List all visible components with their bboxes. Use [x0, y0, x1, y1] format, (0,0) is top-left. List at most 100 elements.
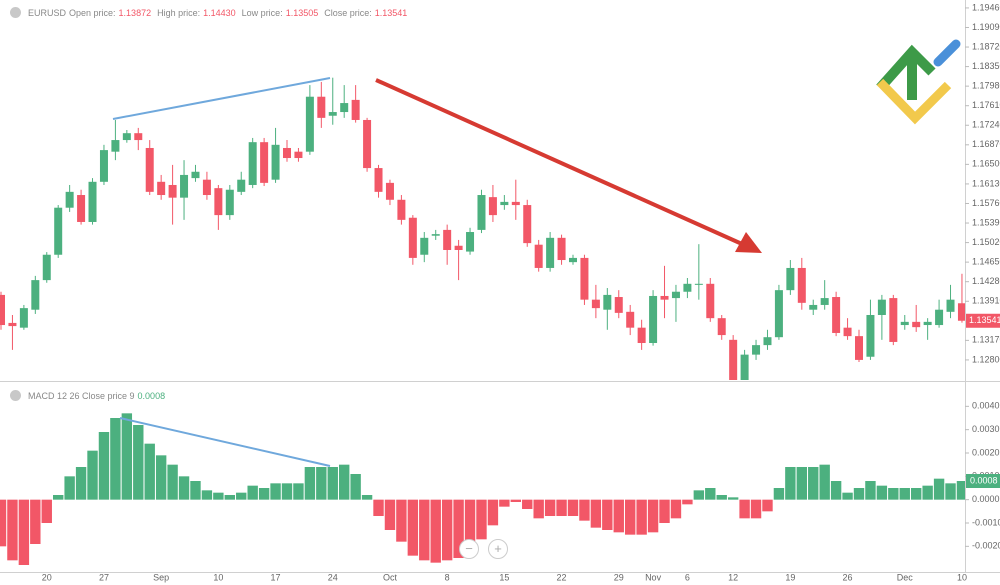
candle-body — [923, 321, 932, 326]
histogram-bar — [922, 485, 933, 500]
histogram-bar — [510, 499, 521, 502]
y-tick-label: 1.17240 — [972, 120, 1000, 130]
histogram-bar — [396, 499, 407, 542]
y-tick-label: 0.0000 — [972, 494, 1000, 504]
trend-line — [112, 77, 331, 120]
x-tick-label: 24 — [328, 572, 338, 582]
candle-body — [202, 179, 211, 196]
histogram-bar — [945, 483, 956, 500]
histogram-bar — [201, 490, 213, 500]
candle-body — [305, 96, 314, 152]
y-tick-label: 1.16500 — [972, 159, 1000, 169]
candle-body — [431, 234, 440, 236]
candle-body — [317, 96, 326, 118]
candle-body — [363, 119, 372, 169]
histogram-bar — [773, 488, 785, 500]
y-tick-label: 1.19090 — [972, 22, 1000, 32]
candle-body — [340, 103, 349, 113]
candle-body — [523, 205, 532, 244]
legend-value: 1.13872 — [118, 7, 152, 18]
close-icon[interactable] — [10, 390, 21, 401]
x-tick-label: Dec — [897, 572, 914, 582]
histogram-bar — [933, 478, 945, 500]
histogram-bar — [373, 499, 384, 516]
candle-body — [351, 99, 360, 120]
histogram-bar — [716, 495, 727, 500]
last-value-label: 0.0008 — [970, 475, 998, 485]
histogram-bar — [762, 499, 773, 512]
histogram-bar — [888, 488, 899, 500]
candle-body — [889, 298, 898, 342]
histogram-bar — [750, 499, 762, 519]
macd-pane — [0, 413, 965, 565]
candle-body — [191, 171, 200, 179]
price-legend: EURUSD Open price: 1.13872 High price: 1.1… — [4, 4, 419, 21]
last-price-label: 1.13541 — [969, 315, 1000, 325]
candle-body — [0, 294, 5, 326]
y-tick-label: 0.0040 — [972, 401, 1000, 411]
candle-body — [580, 257, 589, 300]
candle-body — [88, 181, 97, 222]
logo — [876, 39, 961, 125]
candle-body — [877, 299, 886, 315]
histogram-bar — [602, 499, 613, 530]
x-tick-label: 22 — [557, 572, 567, 582]
histogram-bar — [350, 474, 361, 500]
histogram-bar — [213, 492, 224, 500]
candle-body — [855, 336, 863, 360]
x-tick-label: 8 — [445, 572, 450, 582]
candle-body — [809, 304, 818, 310]
histogram-bar — [384, 499, 396, 530]
histogram-bar — [7, 499, 18, 561]
candle-body — [180, 174, 189, 198]
zoom-in-button[interactable]: + — [488, 539, 508, 559]
candle-body — [271, 144, 280, 180]
histogram-bar — [670, 499, 682, 519]
candle-body — [122, 133, 131, 141]
y-tick-label: 1.12800 — [972, 354, 1000, 364]
candle-body — [843, 327, 852, 337]
histogram-bar — [533, 499, 544, 519]
candle-body — [511, 201, 520, 206]
candle-body — [694, 283, 703, 285]
trend-line — [119, 417, 331, 467]
histogram-bar — [693, 490, 705, 500]
histogram-bar — [613, 499, 624, 533]
histogram-bar — [659, 499, 670, 523]
histogram-bar — [41, 499, 52, 523]
candle-body — [603, 294, 612, 310]
histogram-bar — [899, 488, 910, 500]
y-tick-label: 1.15020 — [972, 237, 1000, 247]
legend-value: 1.14430 — [203, 7, 236, 18]
candle-body — [683, 283, 692, 292]
histogram-bar — [842, 492, 853, 500]
candle-body — [534, 244, 543, 268]
histogram-bar — [419, 499, 430, 561]
candle-body — [134, 133, 143, 141]
histogram-bar — [281, 483, 293, 500]
candle-body — [752, 345, 761, 355]
candle-body — [54, 207, 63, 255]
y-tick-label: 1.14280 — [972, 276, 1000, 286]
zoom-out-button[interactable]: − — [459, 539, 479, 559]
histogram-bar — [487, 499, 499, 526]
candle-body — [488, 197, 497, 216]
histogram-bar — [110, 418, 121, 500]
histogram-bar — [144, 443, 155, 500]
macd-legend: MACD 12 26 Close price 9 0.0008 — [4, 387, 174, 404]
x-tick-label: 10 — [213, 572, 223, 582]
settings-icon[interactable] — [10, 7, 21, 18]
histogram-bar — [647, 499, 659, 533]
candle-body — [866, 314, 875, 357]
histogram-bar — [556, 499, 567, 516]
arrow-head — [735, 232, 762, 253]
histogram-bar — [155, 455, 167, 500]
candle-body — [912, 321, 921, 328]
candle-body — [420, 237, 429, 255]
candle-body — [957, 303, 965, 321]
histogram-bar — [304, 467, 316, 500]
histogram-bar — [0, 499, 7, 547]
symbol: EURUSD — [28, 7, 67, 18]
